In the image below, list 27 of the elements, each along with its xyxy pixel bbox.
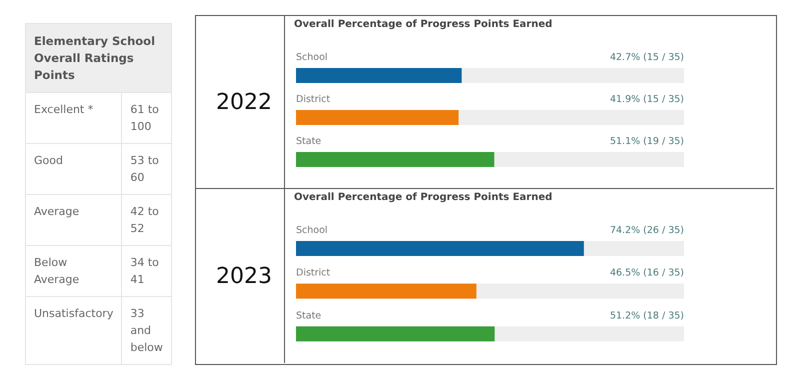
text: Average [26,194,122,246]
text: Good [26,144,122,194]
text: 2022 [216,90,272,114]
text: 33 and below [122,296,172,364]
data-label: 51.1% (19 / 35) [610,136,684,147]
data-label: 51.2% (18 / 35) [610,310,684,322]
text: 61 to 100 [122,92,172,144]
text: Elementary School Overall Ratings Points [26,24,172,92]
category-label: State [296,136,322,147]
chart-title: Overall Percentage of Progress Points Earned [294,19,552,30]
data-label: 42.7% (15 / 35) [610,52,684,63]
text: 2023 [216,264,272,288]
category-label: School [296,52,328,63]
text: 34 to 41 [122,246,172,296]
data-label: 46.5% (16 / 35) [610,268,684,279]
text: 42 to 52 [122,194,172,246]
category-label: District [296,94,330,105]
chart-title: Overall Percentage of Progress Points Earned [294,192,552,203]
text: Excellent * [26,92,122,144]
category-label: District [296,268,330,279]
category-label: School [296,225,328,236]
text: Below Average [26,246,122,296]
data-label: 41.9% (15 / 35) [610,94,684,105]
text: Unsatisfactory [26,296,122,364]
category-label: State [296,310,322,322]
text: 53 to 60 [122,144,172,194]
data-label: 74.2% (26 / 35) [610,225,684,236]
